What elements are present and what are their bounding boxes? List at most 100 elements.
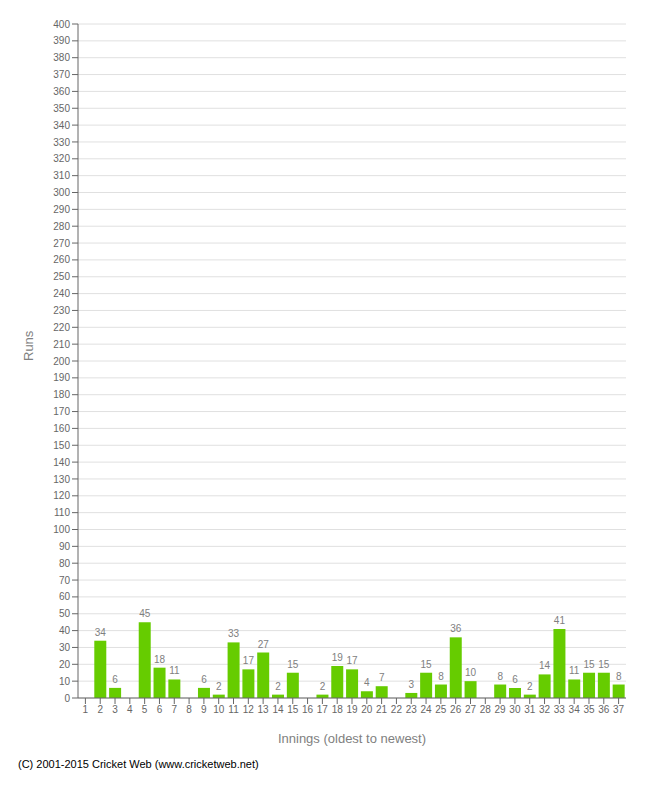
svg-text:260: 260 xyxy=(53,254,70,265)
svg-text:60: 60 xyxy=(59,591,71,602)
svg-text:30: 30 xyxy=(509,704,521,715)
svg-text:20: 20 xyxy=(361,704,373,715)
svg-text:280: 280 xyxy=(53,221,70,232)
svg-text:15: 15 xyxy=(287,704,299,715)
svg-text:25: 25 xyxy=(435,704,447,715)
svg-text:Innings (oldest to newest): Innings (oldest to newest) xyxy=(278,731,426,746)
svg-text:33: 33 xyxy=(228,628,240,639)
svg-text:19: 19 xyxy=(332,652,344,663)
svg-text:35: 35 xyxy=(583,704,595,715)
svg-text:30: 30 xyxy=(59,642,71,653)
svg-text:11: 11 xyxy=(169,665,180,676)
svg-text:13: 13 xyxy=(258,704,270,715)
svg-text:380: 380 xyxy=(53,52,70,63)
svg-text:Runs: Runs xyxy=(21,330,36,361)
svg-text:160: 160 xyxy=(53,423,70,434)
svg-text:10: 10 xyxy=(213,704,225,715)
svg-text:4: 4 xyxy=(127,704,133,715)
svg-text:250: 250 xyxy=(53,271,70,282)
svg-text:26: 26 xyxy=(450,704,462,715)
svg-text:180: 180 xyxy=(53,389,70,400)
svg-text:370: 370 xyxy=(53,69,70,80)
svg-text:17: 17 xyxy=(243,655,255,666)
svg-text:19: 19 xyxy=(346,704,358,715)
svg-text:2: 2 xyxy=(97,704,103,715)
svg-text:40: 40 xyxy=(59,625,71,636)
svg-text:7: 7 xyxy=(379,672,385,683)
svg-text:9: 9 xyxy=(201,704,207,715)
svg-text:36: 36 xyxy=(450,623,462,634)
svg-text:23: 23 xyxy=(406,704,418,715)
svg-text:22: 22 xyxy=(391,704,403,715)
svg-text:8: 8 xyxy=(438,671,444,682)
svg-text:3: 3 xyxy=(409,679,415,690)
svg-text:27: 27 xyxy=(465,704,477,715)
svg-text:8: 8 xyxy=(186,704,192,715)
svg-text:170: 170 xyxy=(53,406,70,417)
svg-text:4: 4 xyxy=(364,677,370,688)
svg-text:340: 340 xyxy=(53,120,70,131)
svg-text:15: 15 xyxy=(583,659,595,670)
svg-text:15: 15 xyxy=(598,659,610,670)
svg-text:15: 15 xyxy=(421,659,433,670)
svg-text:230: 230 xyxy=(53,305,70,316)
svg-text:210: 210 xyxy=(53,339,70,350)
svg-text:2: 2 xyxy=(216,681,222,692)
svg-text:350: 350 xyxy=(53,103,70,114)
svg-text:8: 8 xyxy=(497,671,503,682)
svg-text:34: 34 xyxy=(569,704,581,715)
svg-text:11: 11 xyxy=(228,704,239,715)
svg-text:28: 28 xyxy=(480,704,492,715)
svg-text:24: 24 xyxy=(420,704,432,715)
svg-text:400: 400 xyxy=(53,19,70,30)
svg-text:0: 0 xyxy=(64,693,70,704)
svg-text:31: 31 xyxy=(524,704,536,715)
svg-text:14: 14 xyxy=(272,704,284,715)
svg-text:17: 17 xyxy=(347,655,359,666)
svg-text:37: 37 xyxy=(613,704,625,715)
svg-text:6: 6 xyxy=(201,674,207,685)
svg-text:80: 80 xyxy=(59,558,71,569)
svg-text:27: 27 xyxy=(258,639,270,650)
svg-text:360: 360 xyxy=(53,86,70,97)
svg-text:220: 220 xyxy=(53,322,70,333)
svg-text:14: 14 xyxy=(539,660,551,671)
svg-text:8: 8 xyxy=(616,671,622,682)
svg-text:50: 50 xyxy=(59,608,71,619)
svg-text:20: 20 xyxy=(59,659,71,670)
svg-text:390: 390 xyxy=(53,35,70,46)
svg-text:90: 90 xyxy=(59,541,71,552)
svg-text:6: 6 xyxy=(512,674,518,685)
svg-text:34: 34 xyxy=(95,627,107,638)
svg-text:120: 120 xyxy=(53,490,70,501)
svg-text:18: 18 xyxy=(332,704,344,715)
svg-text:70: 70 xyxy=(59,575,71,586)
svg-text:270: 270 xyxy=(53,238,70,249)
svg-text:10: 10 xyxy=(465,667,477,678)
svg-text:33: 33 xyxy=(554,704,566,715)
svg-text:45: 45 xyxy=(139,608,151,619)
svg-text:16: 16 xyxy=(302,704,314,715)
svg-text:12: 12 xyxy=(243,704,255,715)
svg-text:29: 29 xyxy=(495,704,507,715)
svg-text:200: 200 xyxy=(53,356,70,367)
svg-text:110: 110 xyxy=(54,507,70,518)
svg-text:7: 7 xyxy=(171,704,177,715)
svg-text:2: 2 xyxy=(275,681,281,692)
svg-text:150: 150 xyxy=(53,440,70,451)
svg-text:190: 190 xyxy=(53,372,70,383)
svg-text:140: 140 xyxy=(53,457,70,468)
svg-text:17: 17 xyxy=(317,704,329,715)
svg-text:320: 320 xyxy=(53,153,70,164)
svg-text:5: 5 xyxy=(142,704,148,715)
svg-text:3: 3 xyxy=(112,704,118,715)
svg-text:2: 2 xyxy=(320,681,326,692)
svg-text:15: 15 xyxy=(287,659,299,670)
svg-text:300: 300 xyxy=(53,187,70,198)
svg-text:10: 10 xyxy=(59,676,71,687)
svg-text:310: 310 xyxy=(53,170,70,181)
svg-text:330: 330 xyxy=(53,137,70,148)
svg-text:36: 36 xyxy=(598,704,610,715)
svg-text:6: 6 xyxy=(157,704,163,715)
svg-text:41: 41 xyxy=(554,615,566,626)
